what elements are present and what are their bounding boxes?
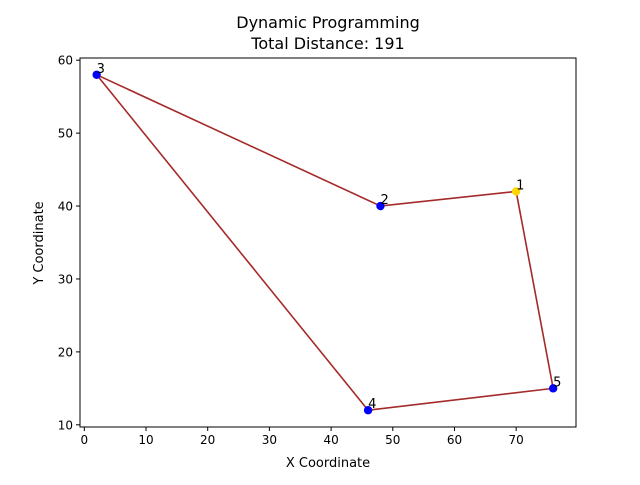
y-tick-label-50: 50 — [58, 127, 73, 141]
x-tick-label-60: 60 — [447, 433, 462, 447]
city-label-5: 5 — [553, 375, 561, 390]
city-point-4 — [363, 406, 373, 415]
route-segment-2-3 — [95, 73, 382, 208]
city-point-3 — [92, 70, 101, 79]
route-segment-3-4 — [95, 73, 370, 412]
y-tick-label-20: 20 — [58, 345, 73, 359]
route-segment-4-5 — [367, 387, 555, 412]
x-tick-label-70: 70 — [509, 433, 524, 447]
route-segment-1-2 — [379, 190, 518, 207]
y-tick-label-40: 40 — [58, 200, 73, 214]
x-tick-label-30: 30 — [262, 433, 277, 447]
y-axis-label: Y Coordinate — [32, 201, 47, 285]
route-segment-5-1 — [515, 190, 555, 390]
chart-title: Dynamic Programming — [236, 13, 419, 32]
city-point-1 — [511, 187, 521, 196]
x-tick-label-40: 40 — [323, 433, 338, 447]
city-point-5 — [548, 384, 558, 393]
chart-subtitle: Total Distance: 191 — [250, 34, 404, 53]
city-label-4: 4 — [368, 397, 376, 412]
y-tick-label-10: 10 — [58, 418, 73, 432]
axes-frame — [79, 57, 577, 428]
city-label-1: 1 — [516, 178, 524, 193]
x-tick-label-20: 20 — [200, 433, 215, 447]
y-tick-label-60: 60 — [58, 54, 73, 68]
city-point-2 — [376, 201, 385, 211]
x-axis-label: X Coordinate — [286, 456, 370, 471]
y-tick-label-30: 30 — [58, 272, 73, 286]
city-label-3: 3 — [97, 62, 105, 77]
x-tick-label-50: 50 — [385, 433, 400, 447]
x-tick-label-10: 10 — [138, 433, 153, 447]
city-label-2: 2 — [380, 193, 388, 208]
x-tick-label-0: 0 — [80, 433, 88, 447]
